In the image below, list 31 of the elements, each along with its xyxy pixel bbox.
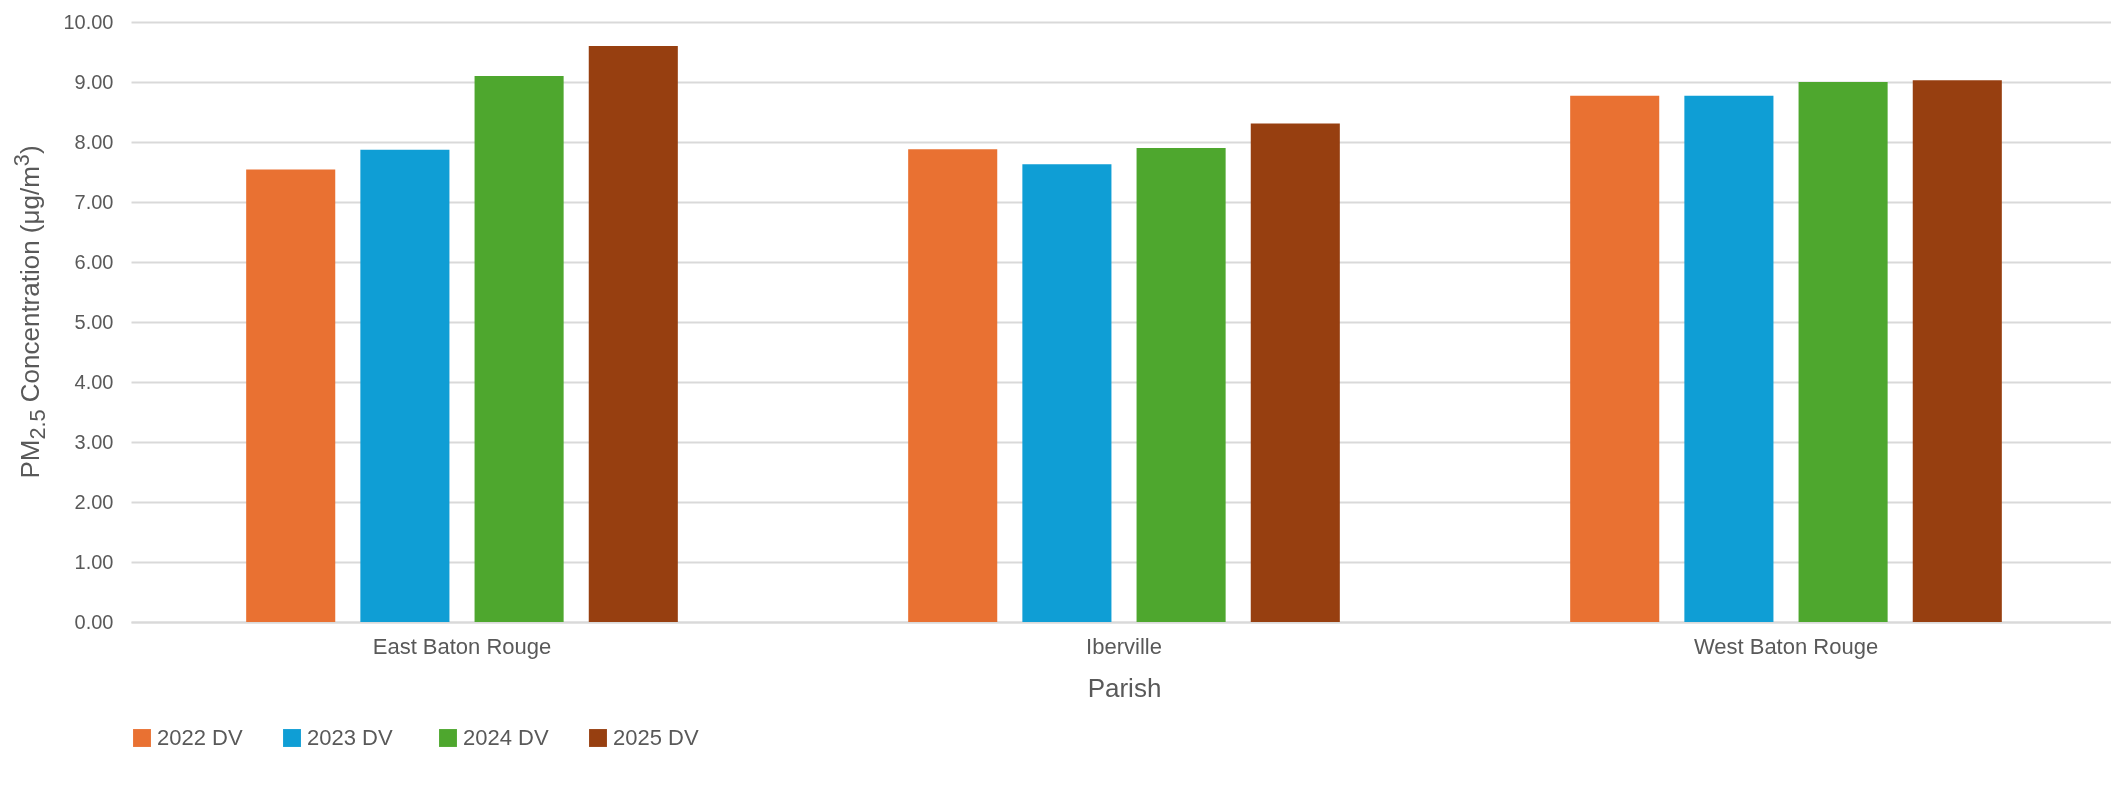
bar: [1684, 95, 1774, 622]
x-tick-label: West Baton Rouge: [1693, 633, 1879, 659]
bar: [360, 149, 450, 622]
y-tick-label: 3.00: [74, 430, 114, 453]
bar: [1570, 95, 1660, 622]
x-axis-title: Parish: [1087, 672, 1162, 703]
bar: [474, 76, 564, 622]
legend-label: 2022 DV: [157, 725, 243, 750]
y-tick-label: 1.00: [74, 550, 114, 573]
y-tick-label: 9.00: [74, 70, 114, 93]
bar: [1022, 164, 1112, 622]
y-tick-label: 8.00: [74, 130, 114, 153]
bar: [588, 46, 678, 622]
bar: [1912, 80, 2002, 622]
bar: [1798, 82, 1888, 622]
y-tick-label: 5.00: [74, 310, 114, 333]
legend-label: 2023 DV: [307, 725, 393, 750]
y-tick-label: 6.00: [74, 250, 114, 273]
y-tick-label: 7.00: [74, 190, 114, 213]
bar: [908, 149, 998, 622]
bar: [246, 169, 336, 622]
legend-label: 2025 DV: [613, 725, 699, 750]
bar: [1136, 148, 1226, 622]
y-tick-label: 10.00: [63, 10, 114, 33]
y-tick-label: 0.00: [74, 610, 114, 633]
legend-label: 2024 DV: [463, 725, 549, 750]
bar: [1250, 123, 1340, 622]
y-tick-label: 2.00: [74, 490, 114, 513]
y-tick-label: 4.00: [74, 370, 114, 393]
x-tick-label: Iberville: [1086, 633, 1162, 659]
x-tick-label: East Baton Rouge: [372, 633, 552, 659]
